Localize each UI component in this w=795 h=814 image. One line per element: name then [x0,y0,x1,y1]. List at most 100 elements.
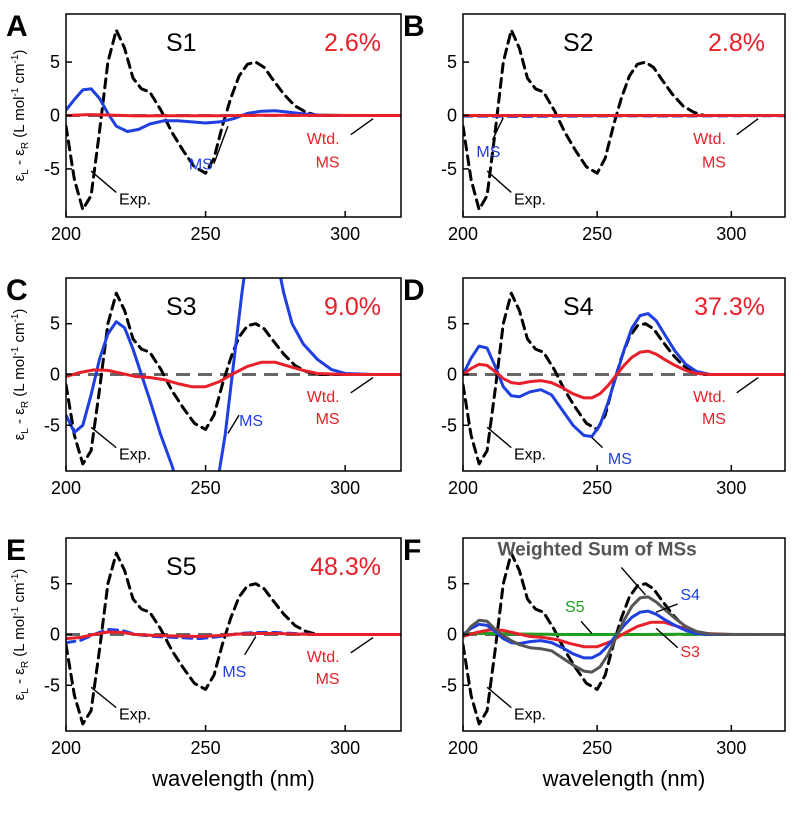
structure-label: S5 [166,553,197,581]
y-tick-label: 5 [447,314,457,334]
y-axis-label-sub: R [20,142,31,149]
y-tick-label: -5 [44,159,60,179]
wtd-ms-pointer [350,376,374,394]
structure-label: S4 [563,293,594,321]
y-tick-label: 5 [50,52,60,72]
wtd-ms-label-line2: MS [702,411,726,428]
x-axis-label: wavelength (nm) [151,766,315,791]
series-s5 [463,632,785,636]
panel-letter: E [6,534,26,567]
ms-pointer [227,414,240,434]
exp-label: Exp. [514,192,546,209]
y-axis-label-part: ε [11,693,28,700]
y-tick-label: 0 [447,365,457,385]
series-ms [463,312,785,438]
percent-label: 37.3% [694,293,765,321]
y-axis-label-sub: -1 [10,346,21,355]
series-ms [66,87,401,133]
y-axis-label: εL - εR (L mol-1 cm-1) [10,309,31,441]
series-exp [463,28,785,211]
x-tick-label: 300 [716,738,746,758]
y-axis-label-part: - ε [11,668,28,688]
structure-label: S2 [563,29,594,57]
wtd-ms-label-line2: MS [316,411,340,428]
wtd-ms-pointer [736,376,759,394]
percent-label: 2.8% [708,29,765,57]
exp-label: Exp. [514,447,546,464]
x-tick-label: 200 [448,738,478,758]
y-tick-label: -5 [441,159,457,179]
ms-label: MS [608,451,632,468]
s5-pointer [580,620,593,634]
x-tick-label: 300 [330,224,360,244]
y-tick-label: 0 [447,106,457,126]
y-axis-label-part: - ε [11,408,28,428]
y-axis-label-sub: -1 [10,54,21,63]
s4-label: S4 [680,587,700,604]
series-exp [66,28,401,211]
y-tick-label: -5 [44,415,60,435]
y-axis-label-part: cm [11,583,28,607]
percent-label: 2.6% [324,29,381,57]
y-axis-label-part: (L mol [11,97,28,142]
exp-pointer [90,170,117,193]
y-tick-label: 0 [50,365,60,385]
y-tick-label: 5 [447,574,457,594]
panel-d: 200 250 300 5 0 -5 D S4 37.3% Exp. MS Wtd. MS [403,274,786,498]
percent-label: 9.0% [324,293,381,321]
wtd-ms-pointer [350,118,374,136]
panel-letter: F [403,534,421,567]
x-tick-label: 200 [51,738,81,758]
y-axis-label-sub: L [20,688,31,694]
y-tick-label: 5 [50,574,60,594]
exp-label: Exp. [119,707,151,724]
y-axis-label-sub: L [20,169,31,175]
x-tick-label: 250 [582,224,612,244]
y-axis-label-part: ) [11,569,28,574]
series-s4 [463,609,785,660]
panel-letter: D [403,274,425,307]
s3-pointer [655,627,679,649]
x-tick-label: 300 [716,224,746,244]
y-tick-label: -5 [441,675,457,695]
y-axis-label-sub: -1 [10,573,21,582]
y-axis-label: εL - εR (L mol-1 cm-1) [10,569,31,701]
y-tick-label: -5 [44,675,60,695]
y-axis-label-sub: -1 [10,87,21,96]
ms-label: MS [222,664,246,681]
wtd-ms-label-line1: Wtd. [307,389,340,406]
exp-pointer [486,170,512,193]
series-wtd-ms [66,113,401,118]
y-axis-label-sub: L [20,428,31,434]
x-tick-label: 200 [51,224,81,244]
structure-label: S1 [166,29,197,57]
x-tick-label: 300 [330,738,360,758]
y-axis-label-part: ) [11,50,28,55]
s3-label: S3 [680,644,700,661]
y-axis-label-part: (L mol [11,616,28,661]
exp-label: Exp. [119,192,151,209]
series-exp [463,551,785,726]
panel-letter: C [6,274,28,307]
wtd-ms-label-line1: Wtd. [307,131,340,148]
exp-pointer [486,426,512,449]
exp-pointer [486,686,512,709]
y-tick-label: 5 [447,52,457,72]
series-exp [66,551,401,726]
s5-label: S5 [565,599,585,616]
weighted-sum-pointer [620,566,646,596]
wtd-ms-pointer [350,636,374,654]
x-tick-label: 250 [191,478,221,498]
ms-label: MS [189,157,213,174]
series-wtd-ms [66,360,401,389]
wtd-ms-label-line2: MS [316,155,340,172]
y-axis-label-part: ε [11,433,28,440]
y-axis-label-sub: -1 [10,606,21,615]
s4-pointer [655,603,678,613]
y-axis-label-sub: R [20,661,31,668]
series-weighted-sum-of-mss [463,595,785,674]
